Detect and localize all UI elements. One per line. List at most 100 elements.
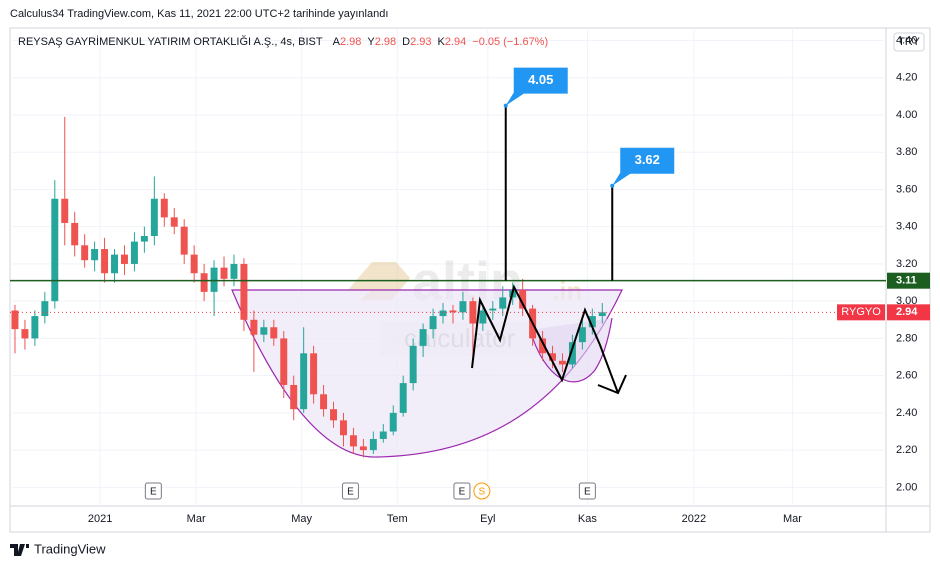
candle-body (379, 431, 387, 439)
y-tick-label: 3.60 (896, 183, 917, 195)
y-tick-label: 2.20 (896, 444, 917, 456)
earnings-marker (578, 482, 596, 500)
y-tick-label: 4.40 (896, 34, 917, 46)
legend-value: 2.93 (410, 36, 431, 48)
candle-body (11, 310, 19, 330)
candle-body (170, 217, 178, 227)
candle-body (260, 327, 268, 335)
candle-body (369, 438, 377, 451)
candle-body (320, 394, 328, 410)
x-tick-label: Eyl (480, 513, 495, 525)
chart-title: REYSAŞ GAYRİMENKUL YATIRIM ORTAKLIĞI A.Ş… (18, 35, 323, 48)
candle-body (130, 241, 138, 264)
candle-body (200, 273, 208, 292)
dividend-marker (473, 482, 491, 500)
y-tick-label: 3.80 (896, 146, 917, 158)
publish-header: Calculus34 TradingView.com, Kas 11, 2021… (10, 8, 388, 20)
candle-body (111, 254, 119, 274)
candle-body (140, 235, 148, 242)
candle-body (310, 353, 318, 395)
candle-body (539, 338, 547, 354)
event-label: E (584, 487, 591, 498)
symbol-badge-label: RYGYO (841, 306, 881, 318)
tv-logo (10, 544, 29, 556)
candle-body (81, 245, 89, 261)
y-tick-label: 2.40 (896, 407, 917, 419)
legend-change: −0.05 (−1.67%) (472, 36, 548, 48)
candle-body (250, 319, 258, 335)
candle-body (71, 222, 79, 246)
legend-value: 2.98 (375, 36, 396, 48)
callout-box (612, 147, 675, 186)
legend-label: K (438, 36, 446, 48)
candle-body (120, 254, 128, 264)
legend-value: 2.94 (445, 36, 466, 48)
legend-label: Y (367, 36, 375, 48)
candle-body (439, 310, 447, 317)
x-tick-label: Kas (578, 513, 597, 525)
callout-label: 4.05 (528, 72, 553, 87)
candle-body (210, 267, 218, 292)
legend-label: A (333, 36, 341, 48)
candle-body (290, 384, 298, 410)
currency-box (893, 32, 925, 52)
candle-body (409, 345, 417, 384)
candle-body (519, 289, 527, 309)
candle-body (469, 301, 477, 324)
candle-body (598, 312, 606, 317)
candle-body (41, 301, 49, 317)
candle-body (150, 198, 158, 236)
symbol-badge (837, 304, 885, 321)
candle-body (429, 316, 437, 330)
event-label: E (459, 487, 466, 498)
candle-body (578, 327, 586, 343)
x-tick-label: May (291, 513, 312, 525)
footer-brand: TradingView (34, 541, 106, 556)
price-badge (887, 272, 930, 289)
legend-value: 2.98 (340, 36, 361, 48)
y-tick-label: 4.00 (896, 109, 917, 121)
x-tick-label: 2021 (88, 513, 112, 525)
y-tick-label: 3.00 (896, 295, 917, 307)
candle-body (339, 420, 347, 436)
x-tick-label: Tem (387, 513, 408, 525)
candle-body (568, 342, 576, 365)
x-tick-label: 2022 (682, 513, 706, 525)
x-tick-label: Mar (187, 513, 206, 525)
candle-body (399, 383, 407, 413)
callout-label: 3.62 (635, 152, 660, 167)
candle-body (270, 327, 278, 339)
candle-body (230, 263, 238, 279)
candle-body (558, 360, 566, 365)
y-tick-label: 2.80 (896, 332, 917, 344)
candle-body (61, 198, 69, 223)
candle-body (330, 409, 338, 421)
event-label: E (347, 487, 354, 498)
candle-body (180, 226, 188, 255)
currency: TRY (898, 36, 920, 48)
candle-body (479, 310, 487, 324)
candle-body (300, 353, 308, 410)
candle-body (588, 316, 596, 328)
candle-body (459, 301, 467, 313)
y-tick-label: 2.00 (896, 481, 917, 493)
legend-label: D (402, 36, 410, 48)
candle-body (190, 254, 198, 274)
y-tick-label: 3.20 (896, 258, 917, 270)
callout-box (505, 67, 568, 106)
candle-body (489, 308, 497, 311)
candle-body (240, 263, 248, 320)
candle-body (21, 329, 29, 339)
candle-body (220, 267, 228, 279)
event-label: S (479, 487, 486, 498)
earnings-marker (341, 482, 359, 500)
arrow-head (597, 374, 627, 395)
candle-body (91, 249, 99, 261)
candle-body (549, 353, 557, 361)
pattern-drawing (471, 284, 619, 394)
y-tick-label: 3.40 (896, 221, 917, 233)
earnings-marker (453, 482, 471, 500)
candle-body (359, 446, 367, 451)
